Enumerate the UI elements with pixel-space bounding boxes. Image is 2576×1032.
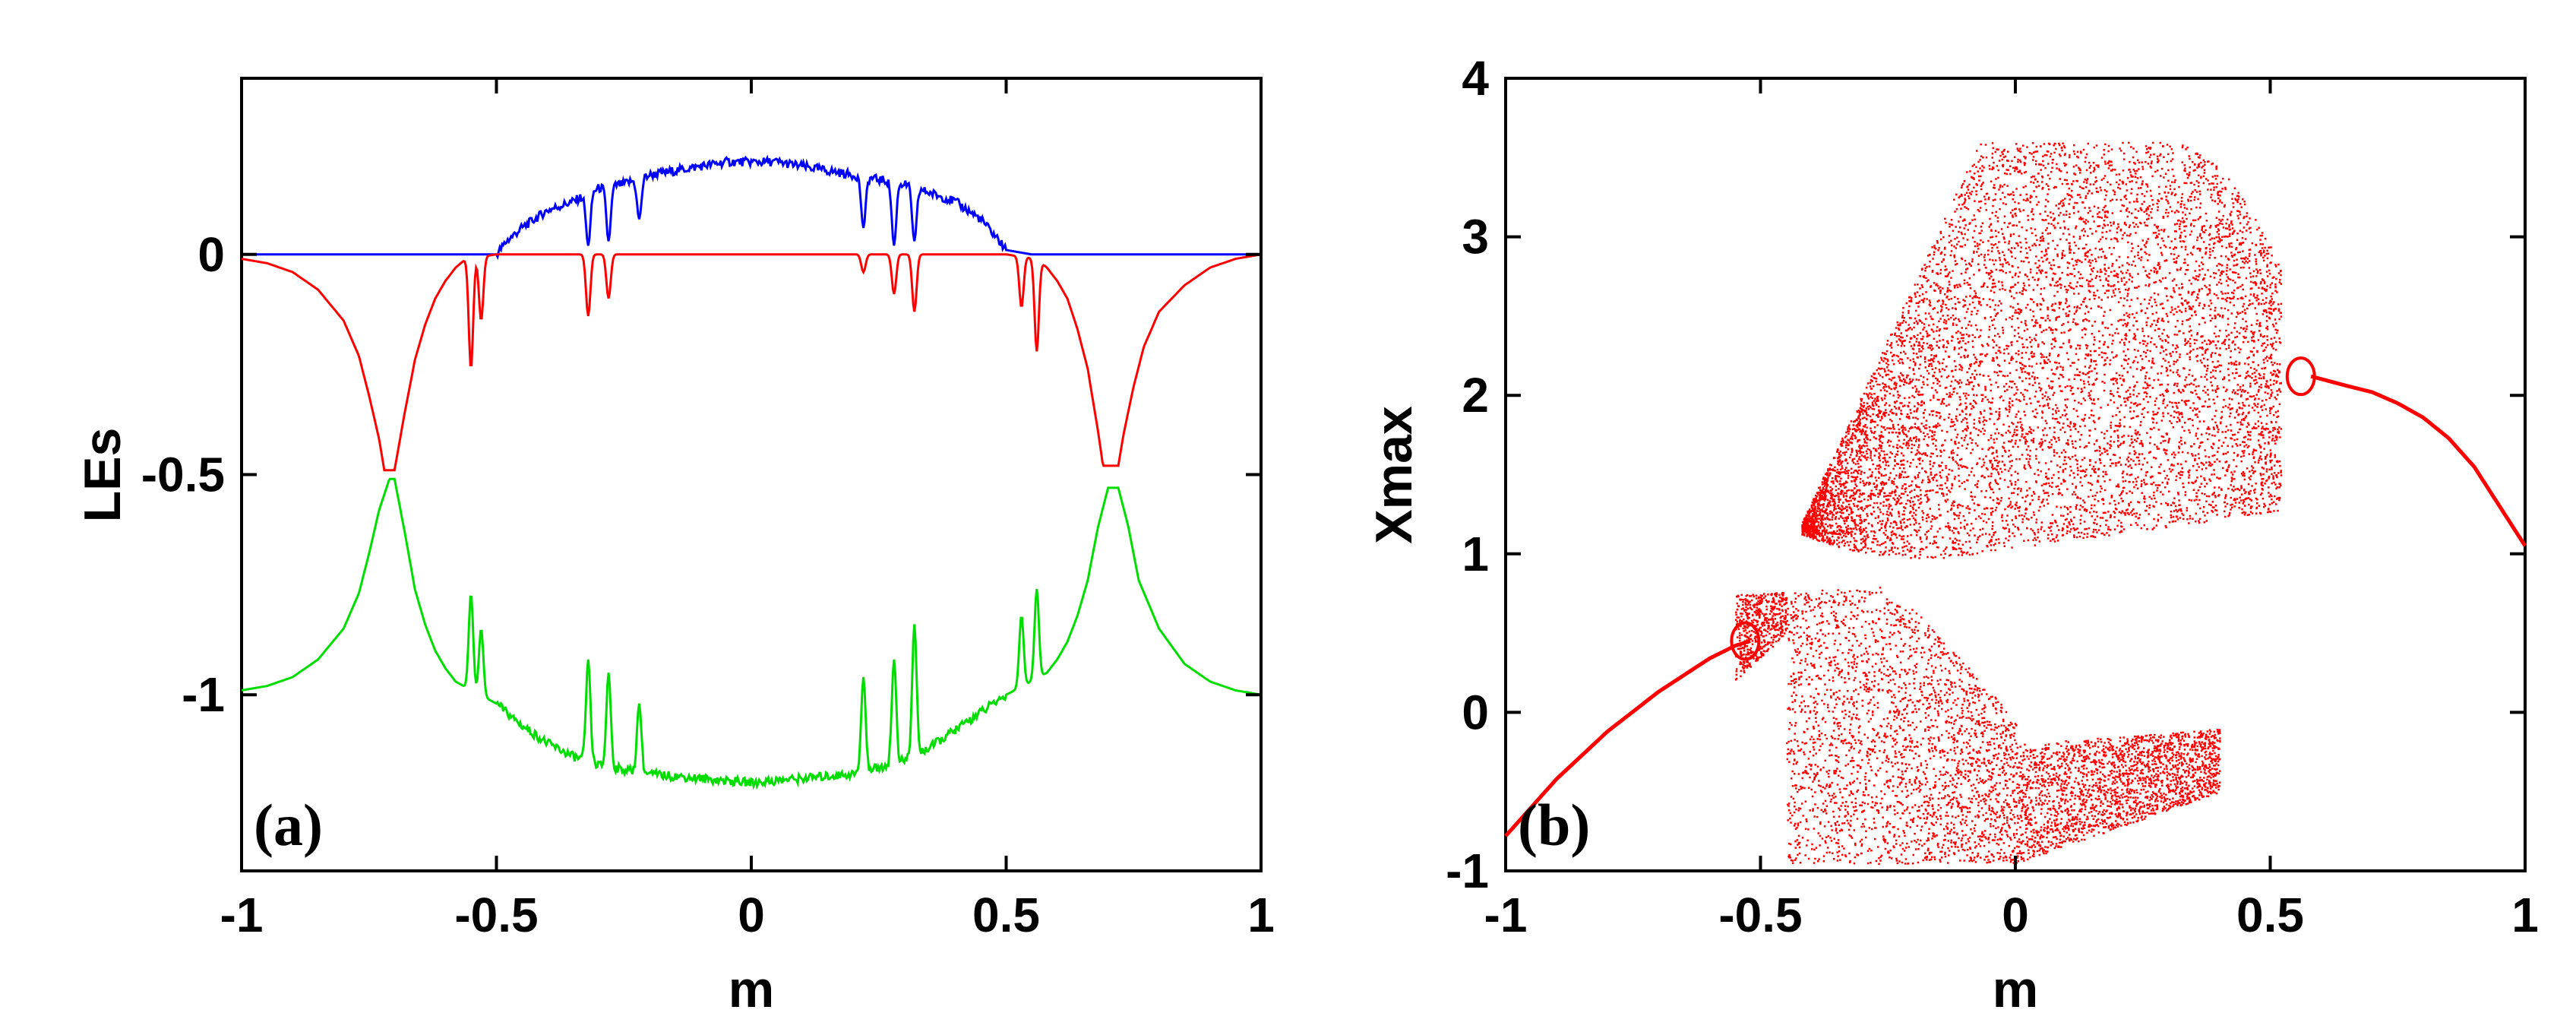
panel-a-lyapunov-exponents: -1 -0.5 0 0.5 1 0 -0.5 -1 m LEs (a) xyxy=(74,77,1275,1018)
panel-a-xlabel: m xyxy=(729,961,774,1018)
panel-b-marks xyxy=(1504,141,2527,866)
panel-b-xtick-label: 0.5 xyxy=(2236,888,2304,942)
panel-b-periodic-branch-left xyxy=(1504,639,1751,837)
panel-b-ytick-label: 3 xyxy=(1462,210,1489,264)
panel-b-ylabel: Xmax xyxy=(1365,406,1423,544)
panel-b-label: (b) xyxy=(1518,792,1590,858)
panel-a-series-le3 xyxy=(241,477,1262,790)
panel-a-ytick-label: -0.5 xyxy=(141,448,225,502)
panel-a-plot-frame xyxy=(240,77,1263,872)
panel-b-left-loop xyxy=(1730,621,1761,661)
panel-b-bifurcation: -1 -0.5 0 0.5 1 -1 0 1 2 3 4 m Xmax (b) xyxy=(1365,51,2539,1018)
panel-b-chaotic-points xyxy=(1735,141,2283,866)
panel-a-series-le2 xyxy=(241,253,1262,472)
panel-a-ytick-label: -1 xyxy=(182,667,225,722)
panel-a-xtick-label: 1 xyxy=(1247,888,1275,942)
panel-b-periodic-branch-right xyxy=(2310,374,2527,547)
panel-a-ticks: -1 -0.5 0 0.5 1 0 -0.5 -1 xyxy=(141,78,1275,942)
panel-a-ytick-label: 0 xyxy=(198,227,225,282)
panel-b-xtick-label: 1 xyxy=(2511,888,2539,942)
panel-a-xtick-label: -1 xyxy=(220,888,264,942)
panel-b-right-loop xyxy=(2285,356,2316,397)
panel-a-label: (a) xyxy=(254,792,323,858)
panel-b-chaotic-cloud xyxy=(1735,141,2283,866)
panel-b-ytick-label: -1 xyxy=(1446,844,1489,898)
panel-a-series-le1 xyxy=(242,154,1261,261)
panel-b-ytick-label: 1 xyxy=(1462,527,1489,581)
panel-b-xtick-label: -0.5 xyxy=(1718,888,1802,942)
panel-b-ticks: -1 -0.5 0 0.5 1 -1 0 1 2 3 4 xyxy=(1446,51,2539,942)
panel-a-marks xyxy=(241,154,1262,790)
panel-b-xtick-label: -1 xyxy=(1484,888,1528,942)
panel-a-xtick-label: 0 xyxy=(738,888,765,942)
panel-a-ylabel: LEs xyxy=(74,428,131,523)
panel-b-ytick-label: 2 xyxy=(1462,368,1489,423)
panel-a-xtick-label: 0.5 xyxy=(972,888,1040,942)
panel-b-xlabel: m xyxy=(1993,961,2038,1018)
panel-b-plot-frame xyxy=(1504,77,2527,872)
panel-b-ytick-label: 0 xyxy=(1462,685,1489,739)
panel-b-xtick-label: 0 xyxy=(2002,888,2029,942)
panel-a-xtick-label: -0.5 xyxy=(454,888,538,942)
panel-b-ytick-label: 4 xyxy=(1462,51,1489,106)
